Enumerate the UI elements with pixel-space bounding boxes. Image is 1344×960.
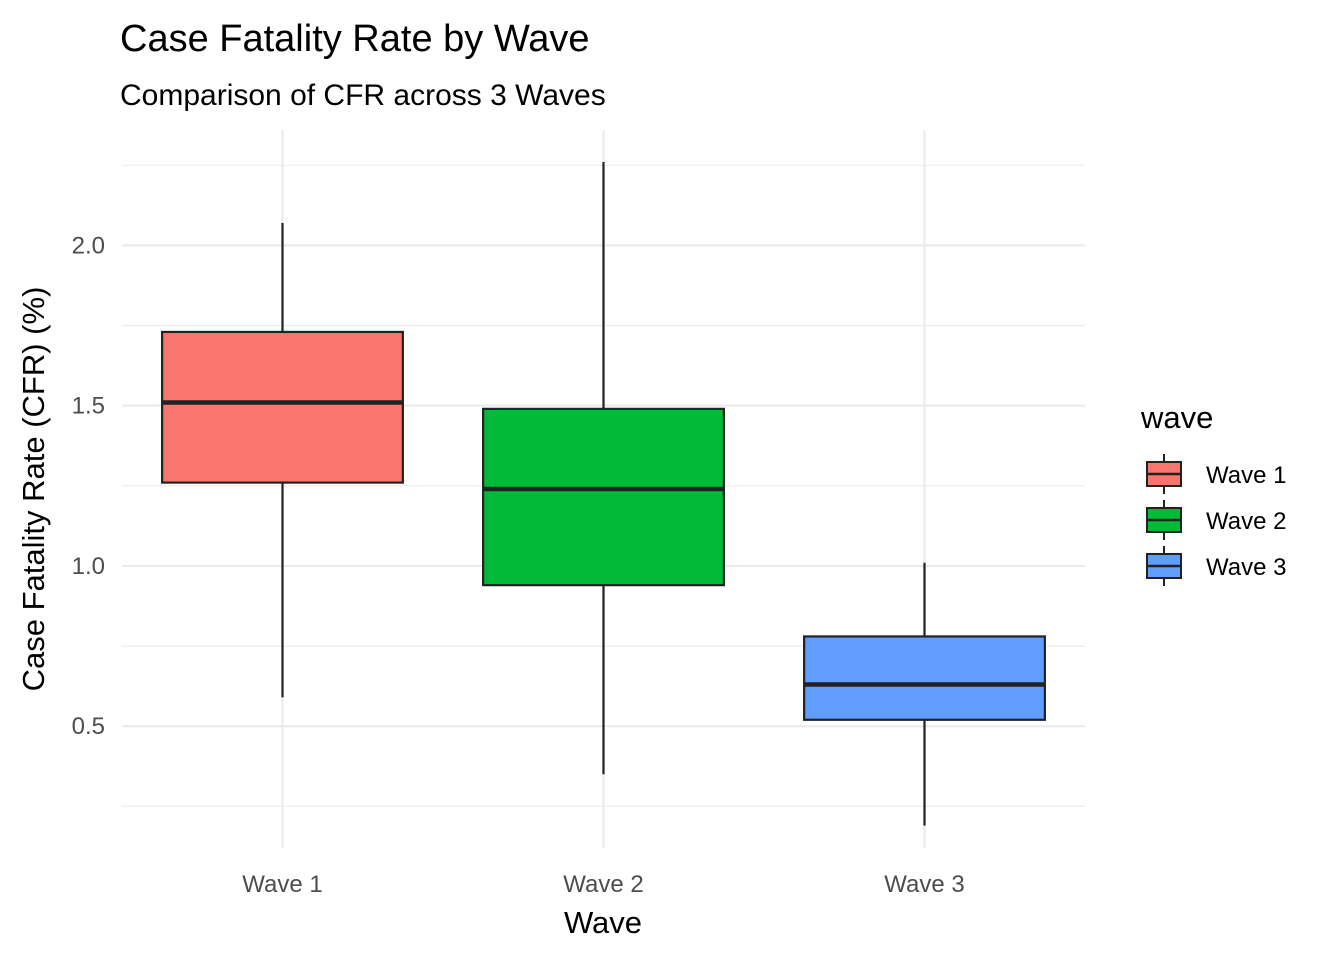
box-body — [161, 330, 404, 484]
legend-title: wave — [1140, 400, 1213, 435]
legend-label: Wave 1 — [1206, 462, 1286, 489]
x-axis-ticks: Wave 1 Wave 2 Wave 3 — [242, 871, 964, 898]
x-axis-title: Wave — [564, 905, 642, 940]
x-tick-label: Wave 1 — [242, 871, 322, 898]
legend-item-1: Wave 1 — [1146, 454, 1286, 494]
boxes — [161, 162, 1046, 826]
x-tick-label: Wave 2 — [563, 871, 643, 898]
legend-item-3: Wave 3 — [1146, 546, 1286, 586]
legend-label: Wave 3 — [1206, 554, 1286, 581]
y-tick-label: 1.0 — [72, 553, 105, 580]
y-tick-label: 0.5 — [72, 713, 105, 740]
box-body — [803, 635, 1046, 721]
legend-item-2: Wave 2 — [1146, 500, 1286, 540]
y-tick-label: 1.5 — [72, 393, 105, 420]
chart-title: Case Fatality Rate by Wave — [120, 18, 590, 60]
legend: wave Wave 1 Wave 2 Wave 3 — [1140, 400, 1286, 586]
y-axis-ticks: 0.5 1.0 1.5 2.0 — [72, 232, 105, 740]
y-axis-title: Case Fatality Rate (CFR) (%) — [16, 287, 51, 692]
box-2 — [482, 162, 725, 775]
y-tick-label: 2.0 — [72, 232, 105, 259]
chart-subtitle: Comparison of CFR across 3 Waves — [120, 79, 606, 112]
x-tick-label: Wave 3 — [884, 871, 964, 898]
box-3 — [803, 562, 1046, 826]
box-body — [482, 407, 725, 587]
box-1 — [161, 222, 404, 698]
legend-label: Wave 2 — [1206, 508, 1286, 535]
